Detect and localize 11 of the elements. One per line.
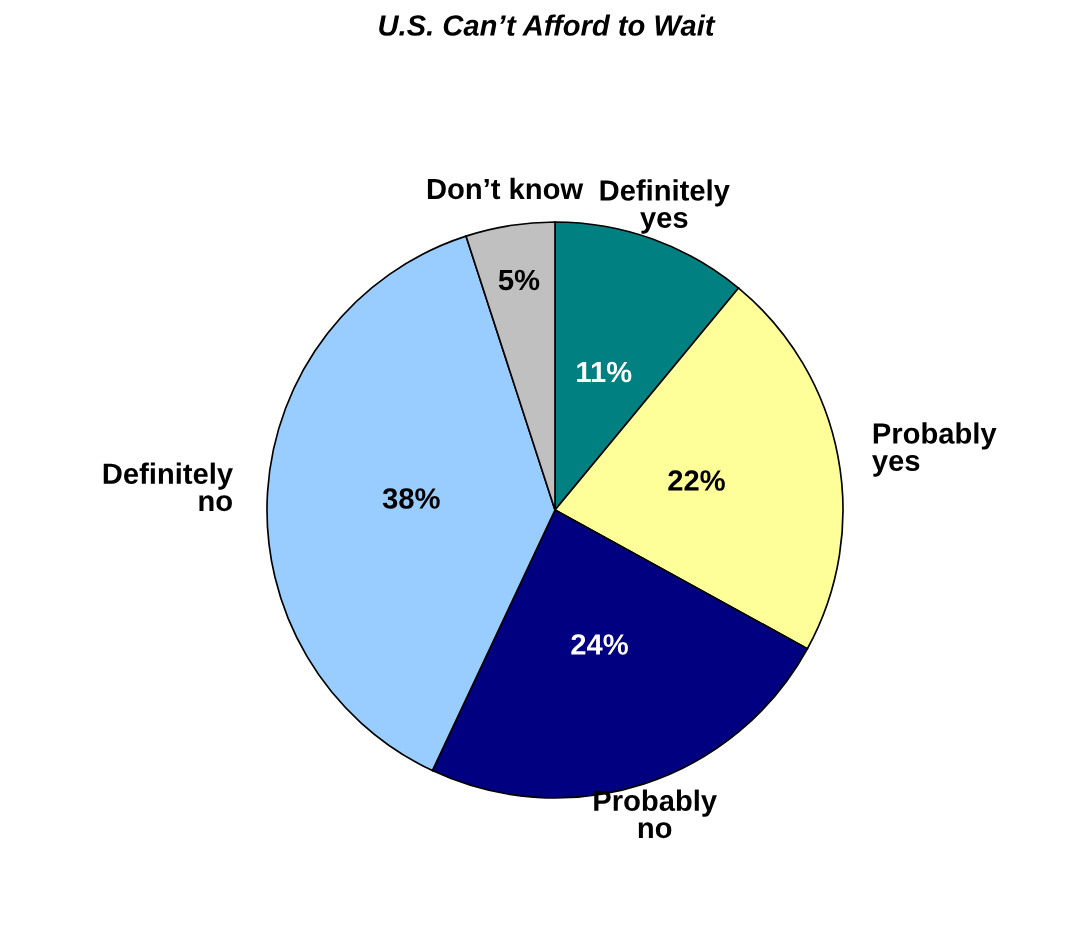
data-label: 5% xyxy=(498,269,540,291)
slice-label: Definitely no xyxy=(103,462,233,512)
data-label: 22% xyxy=(668,470,725,491)
data-label: 38% xyxy=(382,488,440,509)
slice-label: Probably yes xyxy=(872,422,997,477)
data-label: 24% xyxy=(571,634,628,655)
chart-title: U.S. Can’t Afford to Wait xyxy=(379,14,716,36)
slice-label: Don’t know xyxy=(427,177,584,200)
slice-label: Probably no xyxy=(594,789,717,839)
data-label: 11% xyxy=(577,361,632,383)
slice-label: Definitely yes xyxy=(600,179,730,234)
